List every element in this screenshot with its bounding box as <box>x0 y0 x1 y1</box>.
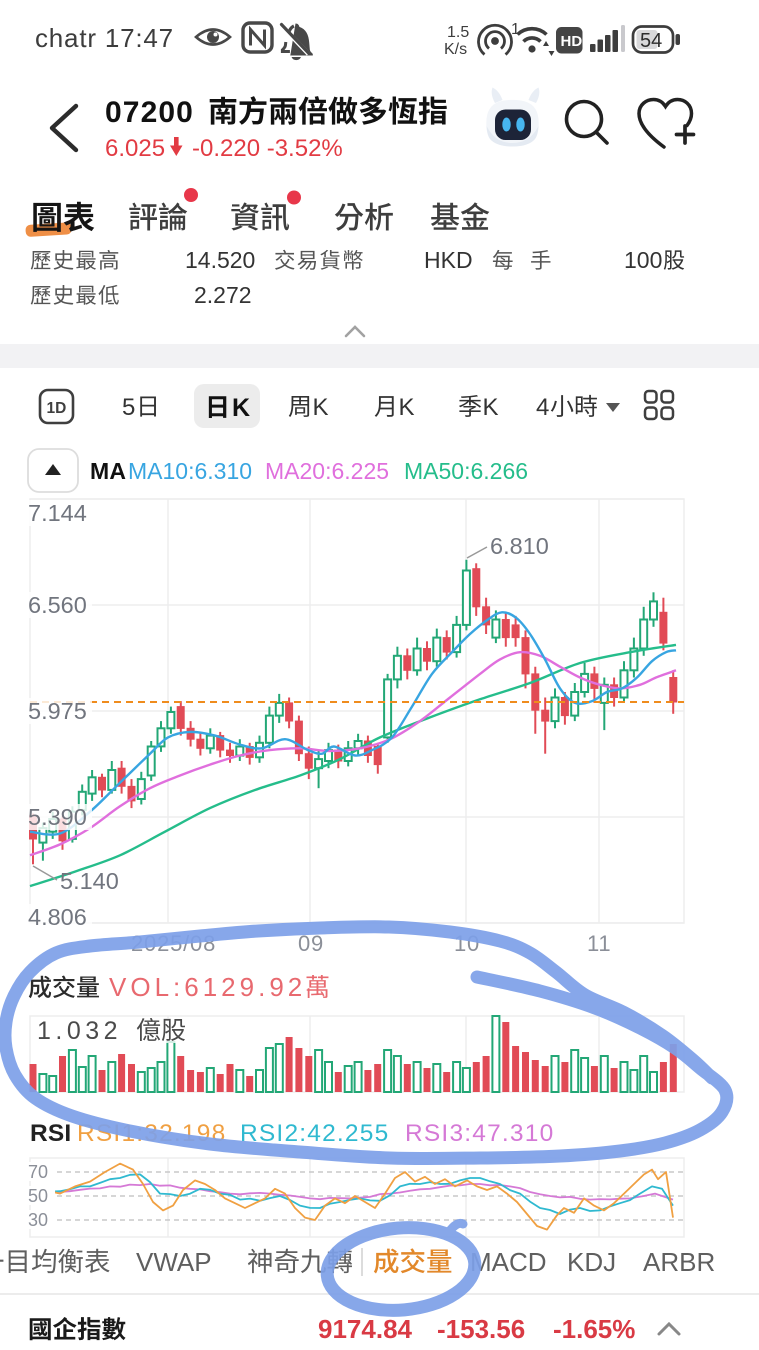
svg-text:MA20:6.225: MA20:6.225 <box>265 458 389 484</box>
svg-text:11: 11 <box>587 931 611 956</box>
svg-text:VOL:6129.92: VOL:6129.92 <box>109 972 306 1002</box>
svg-text:MA10:6.310: MA10:6.310 <box>128 458 252 484</box>
svg-text:5.390: 5.390 <box>28 804 87 830</box>
svg-text:09: 09 <box>298 931 324 956</box>
svg-text:07200: 07200 <box>105 96 194 129</box>
svg-text:ARBR: ARBR <box>643 1247 715 1277</box>
svg-text:5.975: 5.975 <box>28 698 87 724</box>
svg-text:1.032: 1.032 <box>37 1017 122 1045</box>
svg-text:RSI: RSI <box>30 1120 71 1147</box>
svg-text:K: K <box>313 394 329 421</box>
svg-text:RSI2:42.255: RSI2:42.255 <box>240 1120 389 1147</box>
svg-text:6.810: 6.810 <box>490 533 549 559</box>
svg-text:4.806: 4.806 <box>28 904 87 930</box>
svg-text:4: 4 <box>536 394 549 421</box>
svg-text:-153.56: -153.56 <box>437 1314 525 1344</box>
svg-text:K/s: K/s <box>444 41 467 58</box>
svg-text:-1.65%: -1.65% <box>553 1314 635 1344</box>
svg-text:30: 30 <box>28 1210 48 1230</box>
svg-text:MA50:6.266: MA50:6.266 <box>404 458 528 484</box>
svg-text:MA: MA <box>90 458 126 484</box>
svg-text:54: 54 <box>640 30 662 52</box>
svg-text:6.560: 6.560 <box>28 592 87 618</box>
svg-text:chatr 17:47: chatr 17:47 <box>35 23 174 53</box>
svg-text:HKD: HKD <box>424 247 473 273</box>
svg-text:14.520: 14.520 <box>185 247 255 273</box>
svg-text:6.025: 6.025 <box>105 135 165 162</box>
svg-text:K: K <box>483 394 499 421</box>
svg-text:K: K <box>399 394 415 421</box>
svg-text:-0.220 -3.52%: -0.220 -3.52% <box>192 135 343 162</box>
svg-text:70: 70 <box>28 1162 48 1182</box>
svg-text:RSI3:47.310: RSI3:47.310 <box>405 1120 554 1147</box>
svg-text:K: K <box>232 394 250 422</box>
svg-text:1: 1 <box>511 21 520 38</box>
svg-text:5.140: 5.140 <box>60 868 119 894</box>
svg-text:2.272: 2.272 <box>194 282 252 308</box>
svg-text:HD: HD <box>561 33 583 50</box>
svg-text:1.5: 1.5 <box>447 24 469 41</box>
svg-text:1D: 1D <box>47 400 67 417</box>
svg-text:7.144: 7.144 <box>28 500 87 526</box>
svg-text:50: 50 <box>28 1186 48 1206</box>
svg-text:100: 100 <box>624 247 662 273</box>
svg-text:KDJ: KDJ <box>567 1247 616 1277</box>
svg-text:VWAP: VWAP <box>136 1247 212 1277</box>
svg-text:5: 5 <box>122 394 135 421</box>
svg-text:MACD: MACD <box>470 1247 547 1277</box>
svg-text:9174.84: 9174.84 <box>318 1314 413 1344</box>
